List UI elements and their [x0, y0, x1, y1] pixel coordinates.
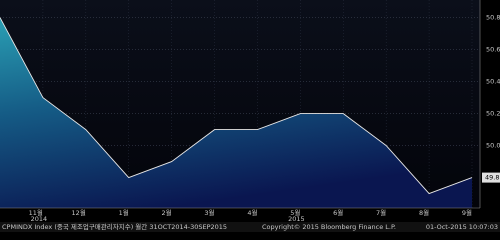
- x-tick-label: 4월: [247, 208, 257, 217]
- footer-bar: [0, 222, 500, 232]
- line: [0, 17, 473, 195]
- x-tick-label: 8월: [419, 208, 429, 217]
- x-tick-label: 7월: [376, 208, 386, 217]
- x-year-label: 2014: [31, 215, 48, 223]
- y-tick-label: 50.4: [486, 78, 500, 86]
- footer-center: Copyright© 2015 Bloomberg Finance L.P.: [262, 223, 396, 231]
- page: {"chart_data": {"type": "area", "categor…: [0, 0, 500, 232]
- x-tick-label: 2월: [162, 208, 172, 217]
- y-tick-label: 50.8: [486, 14, 500, 22]
- x-tick-label: 6월: [333, 208, 343, 217]
- footer-left: CPMINDX Index (중국 제조업구매관리자지수) 월간 31OCT20…: [2, 222, 227, 231]
- x-tick-label: 11월: [29, 208, 43, 217]
- x-year-label: 2015: [288, 215, 305, 223]
- area: [0, 17, 472, 208]
- chart: CPMINDX Index (중국 제조업구매관리자지수) 월간 31OCT20…: [0, 0, 500, 232]
- y-tick-label: 50.2: [486, 110, 500, 118]
- footer-right: 01-Oct-2015 10:07:03: [426, 223, 498, 231]
- x-tick-label: 5월: [290, 208, 300, 217]
- last-value-label: 49.8: [485, 174, 499, 182]
- y-tick-label: 50.0: [486, 142, 500, 150]
- x-tick-label: 3월: [204, 208, 214, 217]
- x-tick-label: 12월: [72, 208, 86, 217]
- last-value-box: [482, 172, 500, 183]
- x-tick-label: 1월: [119, 208, 129, 217]
- x-tick-label: 9월: [462, 208, 472, 217]
- y-tick-label: 50.6: [486, 46, 500, 54]
